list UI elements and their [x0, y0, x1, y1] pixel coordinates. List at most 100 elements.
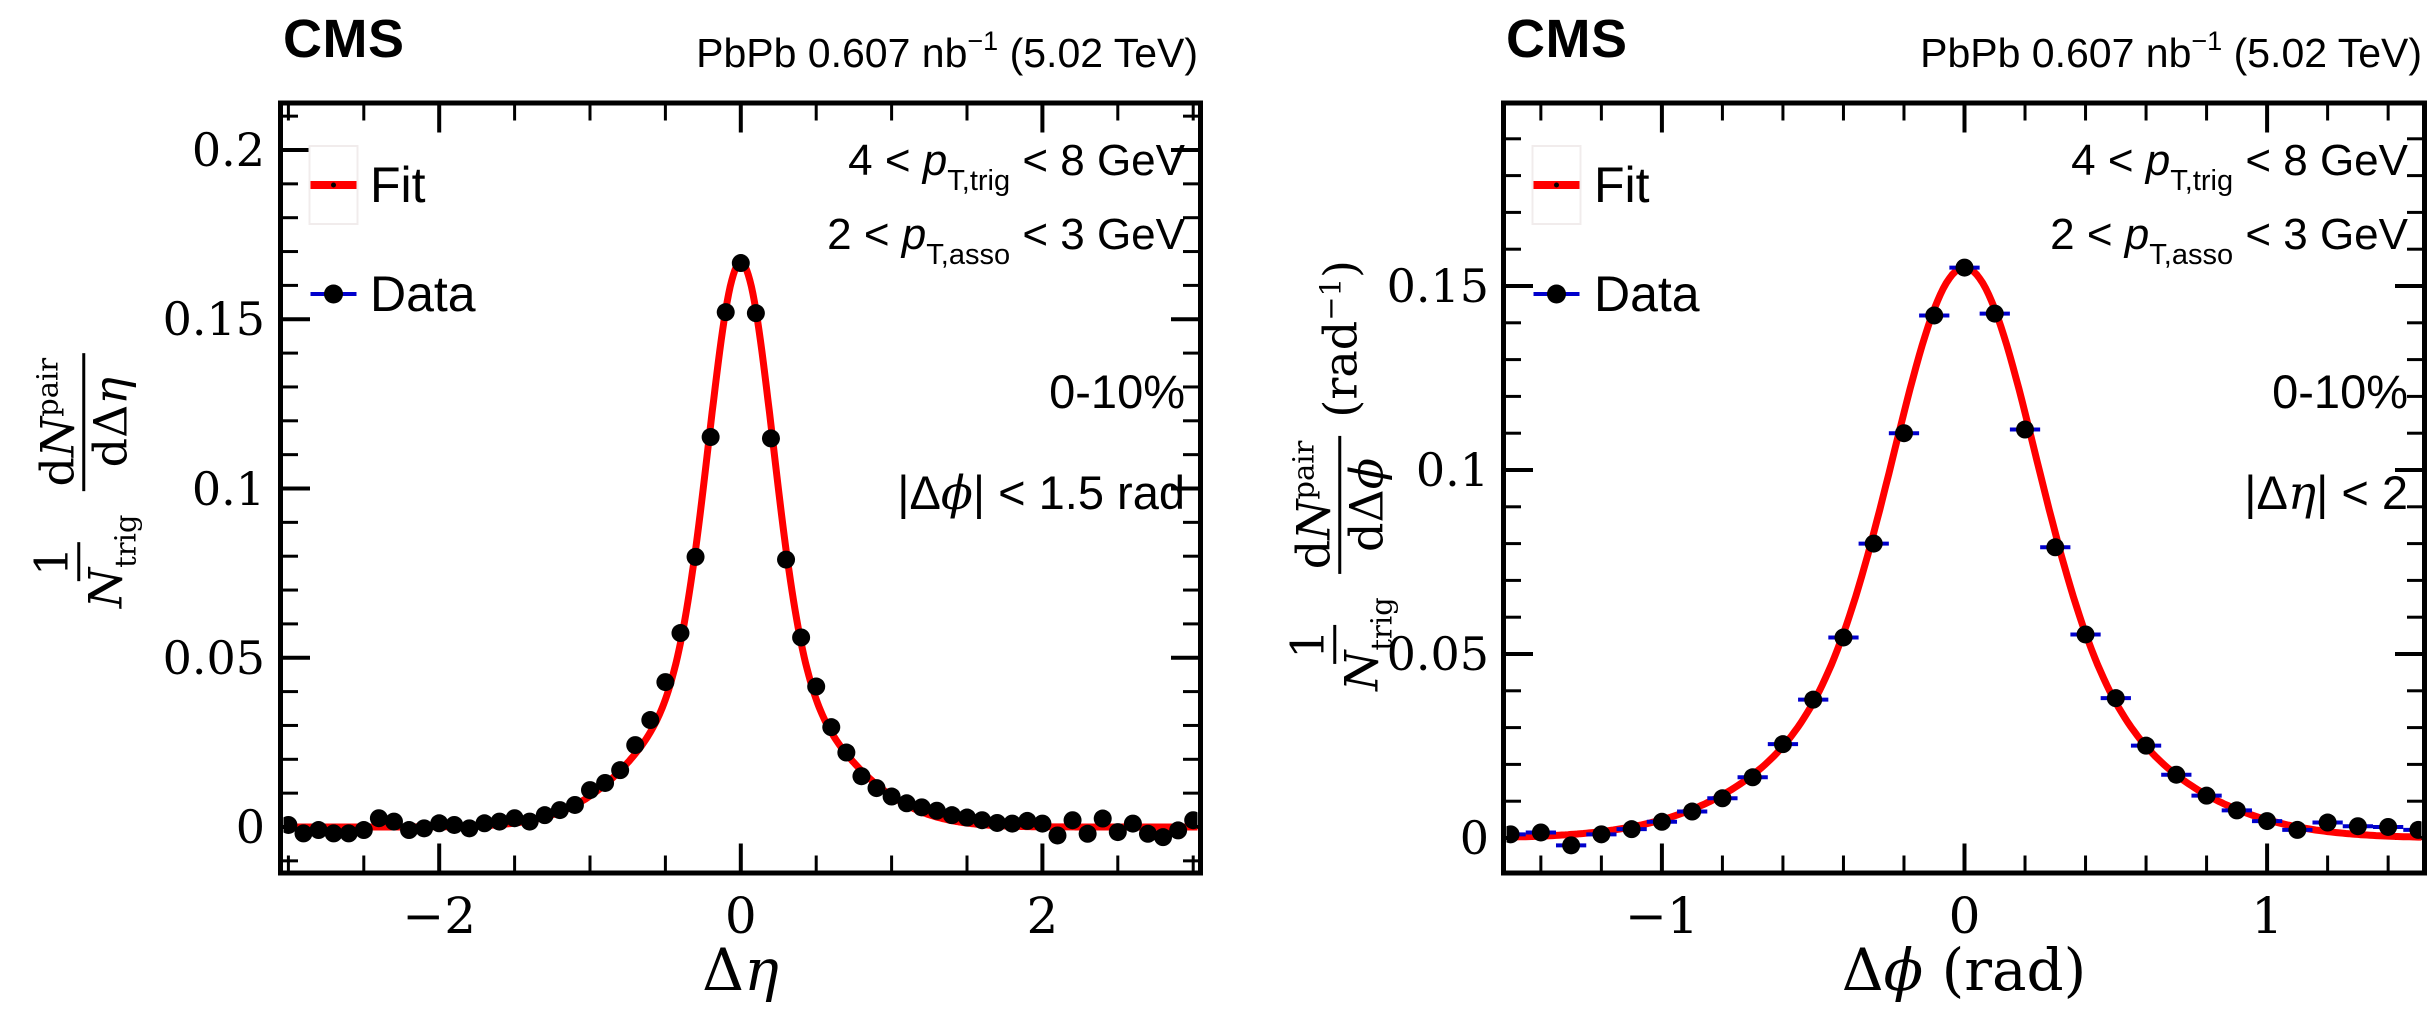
data-marker: [565, 795, 584, 814]
data-marker: [777, 550, 796, 569]
data-marker: [686, 547, 705, 566]
data-marker: [897, 794, 916, 813]
trig-sub: T,trig: [947, 165, 1011, 197]
data-marker: [852, 767, 871, 786]
legend-fit-dot: [1554, 182, 1559, 188]
x-tick-label: 2: [1026, 887, 1059, 945]
data-marker: [1622, 820, 1641, 839]
data-marker: [701, 428, 720, 447]
ylabel-unit-pre: (rad: [1312, 320, 1367, 418]
axes-frame: [278, 100, 1203, 876]
ylabel-pair-sup: pair: [29, 357, 64, 417]
asso-post: < 3 GeV: [1010, 210, 1185, 259]
data-marker: [324, 824, 343, 843]
cut-var: ϕ: [940, 466, 973, 521]
legend-fit-dot: [331, 182, 336, 188]
data-marker: [731, 254, 750, 273]
data-marker: [2046, 538, 2065, 557]
data-marker: [596, 773, 615, 792]
data-marker: [2016, 420, 2035, 439]
y-tick-label: 0.15: [1386, 259, 1489, 313]
data-marker: [2137, 736, 2156, 755]
data-marker: [415, 819, 434, 838]
data-marker: [1154, 828, 1173, 847]
x-tick-label: −2: [402, 887, 477, 945]
y-tick-label: 0: [235, 800, 265, 854]
y-tick-label: 0.2: [191, 123, 265, 177]
data-marker: [1169, 821, 1188, 840]
pt-trig-annotation: 4 < pT,trig < 8 GeV: [1603, 136, 2408, 206]
data-marker: [309, 821, 328, 840]
legend-symbols: [308, 145, 359, 304]
data-marker: [1683, 802, 1702, 821]
y-tick-label: 0.1: [1415, 443, 1489, 497]
y-tick-label: 0.15: [162, 292, 265, 347]
ylabel-N2: N: [29, 416, 84, 458]
data-marker: [927, 801, 946, 820]
data-marker: [1033, 814, 1052, 833]
data-marker: [1562, 836, 1581, 855]
ylabel-d: d: [1285, 539, 1340, 570]
data-marker: [1773, 735, 1792, 754]
data-marker: [369, 809, 388, 828]
lumi-superscript: −1: [2191, 26, 2223, 56]
data-marker: [1108, 823, 1127, 842]
data-marker: [656, 673, 675, 692]
pt-trig-annotation: 4 < pT,trig < 8 GeV: [380, 136, 1185, 206]
asso-p: p: [901, 210, 927, 259]
trig-p: p: [2145, 136, 2171, 185]
data-marker: [973, 811, 992, 830]
cut-post: | < 2: [2316, 466, 2408, 519]
xlabel-delta: Δ: [1841, 936, 1884, 1004]
luminosity-label: PbPb 0.607 nb−1 (5.02 TeV): [280, 16, 1198, 78]
data-marker: [460, 819, 479, 838]
data-marker: [671, 624, 690, 643]
data-marker: [942, 806, 961, 825]
data-marker: [2379, 817, 2398, 836]
data-points: [1506, 258, 2422, 855]
asso-p: p: [2124, 210, 2150, 259]
data-marker: [1184, 811, 1198, 830]
ylabel-d: d: [29, 457, 84, 487]
cms-label: CMS: [283, 9, 405, 69]
lumi-energy: (5.02 TeV): [998, 30, 1198, 76]
data-marker: [2106, 689, 2125, 708]
data-marker: [1048, 826, 1067, 845]
data-marker: [1063, 811, 1082, 830]
data-marker: [2197, 786, 2216, 805]
data-marker: [641, 711, 660, 730]
data-marker: [339, 824, 358, 843]
legend-data-marker-icon: [1547, 284, 1566, 304]
data-marker: [1078, 824, 1097, 843]
data-marker: [354, 821, 373, 840]
x-tick-label: 0: [724, 887, 757, 945]
legend-fit-label: Fit: [370, 157, 426, 213]
data-marker: [490, 812, 509, 831]
data-marker: [807, 677, 826, 696]
axis-ticks: [1506, 105, 2422, 871]
data-marker: [1531, 823, 1550, 842]
asso-sub: T,asso: [926, 239, 1011, 271]
pt-asso-annotation: 2 < pT,asso < 3 GeV: [380, 210, 1185, 280]
ylabel-d-delta: dΔ: [1339, 489, 1394, 552]
ylabel-frac-one-over-ntrig: 1 Ntrig: [24, 510, 142, 614]
panel-plot-1: [1501, 100, 2427, 876]
xlabel-unit: (rad): [1923, 936, 2087, 1004]
centrality-annotation: 0-10%: [2272, 365, 2408, 418]
data-marker: [430, 814, 449, 833]
x-tick-label: −1: [1625, 887, 1699, 945]
trig-post: < 8 GeV: [2233, 136, 2408, 185]
phi-cut-annotation: |Δϕ| < 1.5 rad: [540, 466, 1185, 521]
data-marker: [1834, 628, 1853, 647]
data-marker: [1592, 825, 1611, 844]
x-tick-label: 1: [2251, 887, 2283, 945]
data-marker: [2409, 820, 2422, 839]
data-marker: [1894, 424, 1913, 443]
data-marker: [792, 628, 811, 647]
data-marker: [2227, 801, 2246, 820]
data-marker: [400, 821, 419, 840]
data-marker: [958, 808, 976, 827]
y-tick-label: 0.05: [1386, 627, 1489, 681]
